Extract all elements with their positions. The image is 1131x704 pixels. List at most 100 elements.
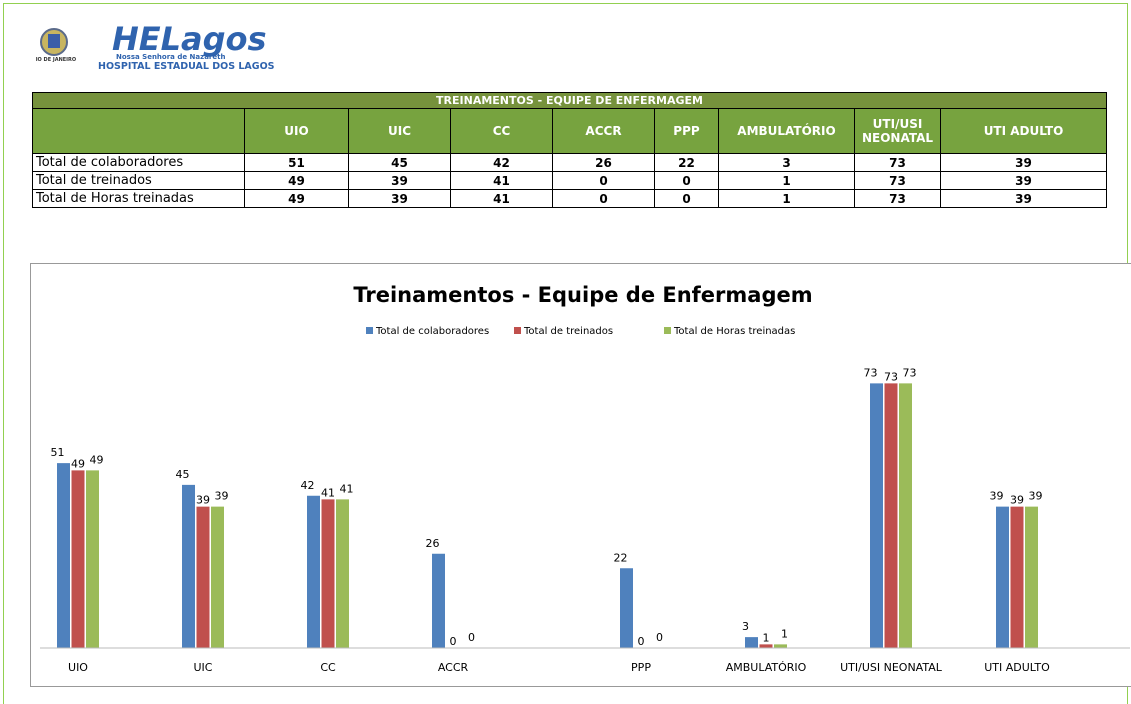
data-label: 41 — [321, 486, 335, 499]
cell: 0 — [553, 190, 655, 208]
data-label: 39 — [990, 490, 1004, 503]
x-tick-label: CC — [320, 661, 336, 674]
bar — [182, 485, 195, 648]
table-title: TREINAMENTOS - EQUIPE DE ENFERMAGEM — [33, 93, 1107, 109]
data-label: 42 — [301, 479, 315, 492]
column-header: CC — [451, 109, 553, 154]
bar — [885, 383, 898, 648]
data-label: 45 — [176, 468, 190, 481]
x-tick-label: UTI ADULTO — [984, 661, 1050, 674]
bar — [307, 496, 320, 648]
data-label: 49 — [90, 453, 104, 466]
chart-title: Treinamentos - Equipe de Enfermagem — [353, 283, 812, 307]
x-tick-label: UTI/USI NEONATAL — [840, 661, 943, 674]
data-label: 26 — [426, 537, 440, 550]
column-header: UTI/USI NEONATAL — [855, 109, 941, 154]
bar — [745, 637, 758, 648]
legend-swatch — [664, 327, 671, 334]
corner-cell — [33, 109, 245, 154]
cell: 49 — [245, 172, 349, 190]
cell: 22 — [655, 154, 719, 172]
shield — [48, 34, 60, 48]
cell: 39 — [941, 172, 1107, 190]
data-label: 39 — [1010, 494, 1024, 507]
data-label: 3 — [742, 620, 749, 633]
bar — [1011, 507, 1024, 648]
data-label: 39 — [196, 494, 210, 507]
bar — [1025, 507, 1038, 648]
cell: 45 — [349, 154, 451, 172]
row-label: Total de colaboradores — [33, 154, 245, 172]
cell: 39 — [349, 172, 451, 190]
cell: 1 — [719, 172, 855, 190]
x-tick-label: UIC — [194, 661, 213, 674]
data-label: 73 — [864, 366, 878, 379]
cell: 73 — [855, 190, 941, 208]
column-header: AMBULATÓRIO — [719, 109, 855, 154]
cell: 73 — [855, 172, 941, 190]
bar — [86, 470, 99, 648]
data-label: 0 — [638, 635, 645, 648]
data-label: 0 — [468, 631, 475, 644]
data-label: 1 — [781, 627, 788, 640]
bar — [211, 507, 224, 648]
cell: 0 — [655, 172, 719, 190]
data-label: 73 — [884, 370, 898, 383]
bar — [72, 470, 85, 648]
data-label: 0 — [450, 635, 457, 648]
cell: 39 — [349, 190, 451, 208]
chart: Treinamentos - Equipe de Enfermagem Tota… — [30, 263, 1131, 687]
bar — [899, 383, 912, 648]
row-label: Total de treinados — [33, 172, 245, 190]
x-tick-label: ACCR — [438, 661, 469, 674]
data-label: 41 — [340, 482, 354, 495]
cell: 1 — [719, 190, 855, 208]
legend-swatch — [514, 327, 521, 334]
column-header: UIC — [349, 109, 451, 154]
data-label: 39 — [215, 490, 229, 503]
tagline: Nossa Senhora de Nazareth — [116, 53, 225, 61]
bar — [322, 499, 335, 648]
legend-swatch — [366, 327, 373, 334]
bar — [432, 554, 445, 648]
data-label: 73 — [903, 366, 917, 379]
cell: 41 — [451, 190, 553, 208]
bar — [620, 568, 633, 648]
cell: 51 — [245, 154, 349, 172]
data-label: 1 — [763, 631, 770, 644]
bar — [197, 507, 210, 648]
legend-label: Total de Horas treinadas — [673, 326, 795, 337]
bar — [57, 463, 70, 648]
row-label: Total de Horas treinadas — [33, 190, 245, 208]
cell: 39 — [941, 190, 1107, 208]
data-label: 22 — [614, 551, 628, 564]
bar — [870, 383, 883, 648]
cell: 49 — [245, 190, 349, 208]
data-label: 39 — [1029, 490, 1043, 503]
column-header: UIO — [245, 109, 349, 154]
cell: 42 — [451, 154, 553, 172]
cell: 73 — [855, 154, 941, 172]
bar — [760, 644, 773, 648]
legend-label: Total de treinados — [523, 326, 613, 337]
cell: 39 — [941, 154, 1107, 172]
x-tick-label: AMBULATÓRIO — [726, 661, 807, 674]
cell: 0 — [655, 190, 719, 208]
hospital-name: HOSPITAL ESTADUAL DOS LAGOS — [98, 61, 275, 72]
column-header: UTI ADULTO — [941, 109, 1107, 154]
column-header: PPP — [655, 109, 719, 154]
cell: 41 — [451, 172, 553, 190]
bar — [336, 499, 349, 648]
cell: 0 — [553, 172, 655, 190]
legend-label: Total de colaboradores — [375, 326, 489, 337]
x-tick-label: UIO — [68, 661, 88, 674]
data-label: 51 — [51, 446, 65, 459]
data-label: 0 — [656, 631, 663, 644]
bar — [774, 644, 787, 648]
logo: RIO DE JANEIRO HELagos Nossa Senhora de … — [36, 20, 296, 82]
